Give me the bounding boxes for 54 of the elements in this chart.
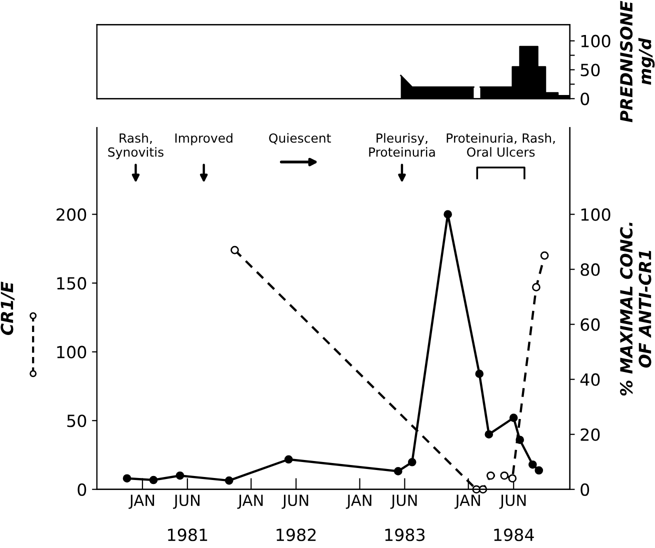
y2-tick-label: 0 xyxy=(580,483,590,496)
y2-tick-label: 0 xyxy=(580,92,590,106)
y-axis-title: CR1/E xyxy=(0,282,15,335)
y2-tick-label: 50 xyxy=(580,64,600,76)
point xyxy=(516,436,524,444)
y2-axis-title: PREDNISONE mg/d xyxy=(620,0,655,122)
y2-tick-label: 40 xyxy=(580,373,600,386)
x-tick-label: JAN xyxy=(128,494,154,509)
y-tick-label: 100 xyxy=(57,346,86,358)
point xyxy=(475,370,484,378)
point xyxy=(528,460,537,469)
annotation: Pleurisy, Proteinuria xyxy=(369,133,435,157)
x-tick-label: JUN xyxy=(282,494,308,509)
point xyxy=(149,476,158,484)
annotation: Quiescent xyxy=(269,133,331,144)
y2-tick-label: 100 xyxy=(581,34,610,48)
point xyxy=(484,430,494,439)
x-tick-label: JAN xyxy=(454,494,480,509)
y2-axis-title: % MAXIMAL CONC. OF ANTI-CR1 xyxy=(620,222,652,396)
point xyxy=(394,467,402,476)
y-tick-label: 0 xyxy=(78,483,86,496)
y-tick-label: 200 xyxy=(56,208,86,221)
point xyxy=(176,471,184,480)
annotation: Rash, Synovitis xyxy=(108,133,164,160)
point xyxy=(540,251,549,260)
y2-tick-label: 100 xyxy=(581,208,610,221)
y2-tick-label: 20 xyxy=(580,428,600,441)
point xyxy=(532,283,540,292)
point xyxy=(284,455,293,464)
x-tick-label: JAN xyxy=(237,494,263,509)
x-tick-label: JAN xyxy=(346,494,372,509)
y2-tick-label: 60 xyxy=(580,318,600,331)
point xyxy=(122,474,132,483)
point xyxy=(534,466,544,475)
point xyxy=(509,414,518,422)
point xyxy=(500,471,509,480)
x-tick-label: JUN xyxy=(499,494,526,509)
point xyxy=(508,474,517,483)
x-tick-label: JUN xyxy=(390,494,417,509)
x2-tick-label: 1982 xyxy=(276,528,316,542)
y2-tick-label: 80 xyxy=(580,263,600,276)
annotation: Proteinuria, Rash, Oral Ulcers xyxy=(446,133,555,157)
point xyxy=(230,246,239,254)
x2-tick-label: 1981 xyxy=(168,528,208,542)
point xyxy=(486,471,495,480)
point xyxy=(408,458,416,466)
x2-tick-label: 1984 xyxy=(494,528,534,542)
point xyxy=(444,210,452,218)
point xyxy=(224,476,234,485)
x2-tick-label: 1983 xyxy=(385,528,425,542)
annotation: Improved xyxy=(175,133,232,146)
x-tick-label: JUN xyxy=(173,494,200,509)
y-tick-label: 150 xyxy=(57,277,86,290)
y-tick-label: 50 xyxy=(67,414,86,428)
